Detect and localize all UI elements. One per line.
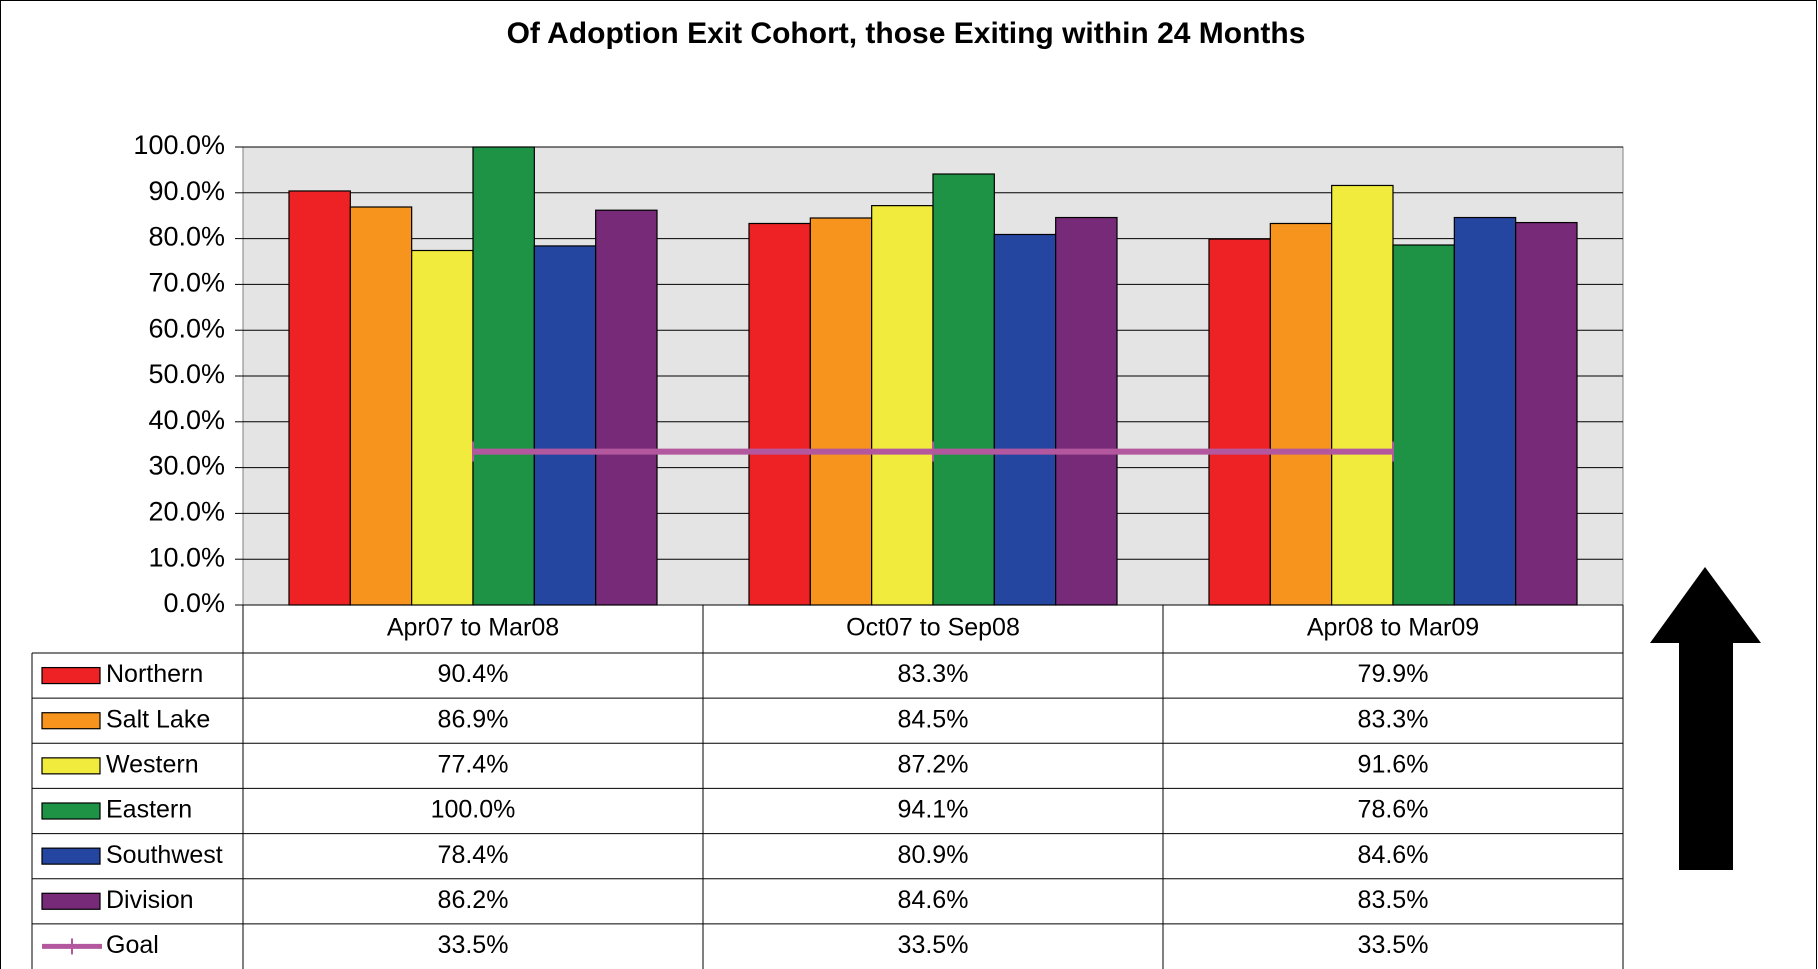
table-value: 33.5% [1358,931,1429,959]
table-value: 33.5% [898,931,969,959]
bar [472,146,535,606]
bar [288,190,351,606]
bar [932,173,995,606]
table-value: 78.4% [438,841,509,869]
bar [533,245,597,606]
bar [871,205,934,606]
bar [993,233,1057,606]
y-tick-label: 100.0% [133,130,225,160]
up-arrow [1650,567,1761,870]
table-value: 84.6% [1358,841,1429,869]
x-tick-label: Oct07 to Sep08 [846,614,1020,642]
y-tick-label: 0.0% [163,588,225,618]
legend-swatch [41,847,101,865]
table-value: 33.5% [438,931,509,959]
table-value: 79.9% [1358,660,1429,688]
y-tick-label: 30.0% [148,451,225,481]
bar [1392,244,1455,606]
bar [349,206,413,606]
table-value: 86.9% [438,705,509,733]
table-value: 86.2% [438,886,509,914]
legend-label: Goal [106,931,159,959]
table-value: 77.4% [438,750,509,778]
bar [1208,238,1271,606]
x-tick-label: Apr08 to Mar09 [1307,614,1479,642]
y-tick-label: 70.0% [148,268,225,298]
bar [1515,221,1578,606]
table-value: 78.6% [1358,796,1429,824]
legend-label: Western [106,750,199,778]
x-tick-label: Apr07 to Mar08 [387,614,559,642]
table-value: 94.1% [898,796,969,824]
bar [411,249,474,606]
y-tick-label: 20.0% [148,497,225,527]
legend-swatch [41,666,101,685]
y-tick-label: 80.0% [148,222,225,252]
legend-label: Southwest [106,841,223,869]
table-value: 80.9% [898,841,969,869]
table-value: 83.3% [1358,705,1429,733]
chart-title: Of Adoption Exit Cohort, those Exiting w… [507,17,1306,50]
y-tick-label: 60.0% [148,313,225,343]
table-value: 84.6% [898,886,969,914]
table-value: 100.0% [431,796,516,824]
bar [1269,222,1333,606]
legend-label: Eastern [106,796,192,824]
y-tick-label: 50.0% [148,359,225,389]
legend-swatch [41,892,101,910]
legend-label: Salt Lake [106,705,210,733]
bar [1331,184,1394,606]
table-value: 84.5% [898,705,969,733]
table-value: 90.4% [438,660,509,688]
y-tick-label: 90.0% [148,176,225,206]
legend-swatch [41,802,101,820]
bar [1055,216,1118,606]
y-tick-label: 10.0% [148,542,225,572]
table-value: 83.3% [898,660,969,688]
table-value: 83.5% [1358,886,1429,914]
bar [809,217,873,606]
legend-swatch [41,757,101,775]
table-value: 91.6% [1358,750,1429,778]
legend-label: Division [106,886,194,914]
legend-swatch [41,712,101,730]
bar [1453,216,1517,606]
table-value: 87.2% [898,750,969,778]
y-tick-label: 40.0% [148,405,225,435]
bar [595,209,658,606]
legend-label: Northern [106,660,203,688]
bar [748,222,811,606]
